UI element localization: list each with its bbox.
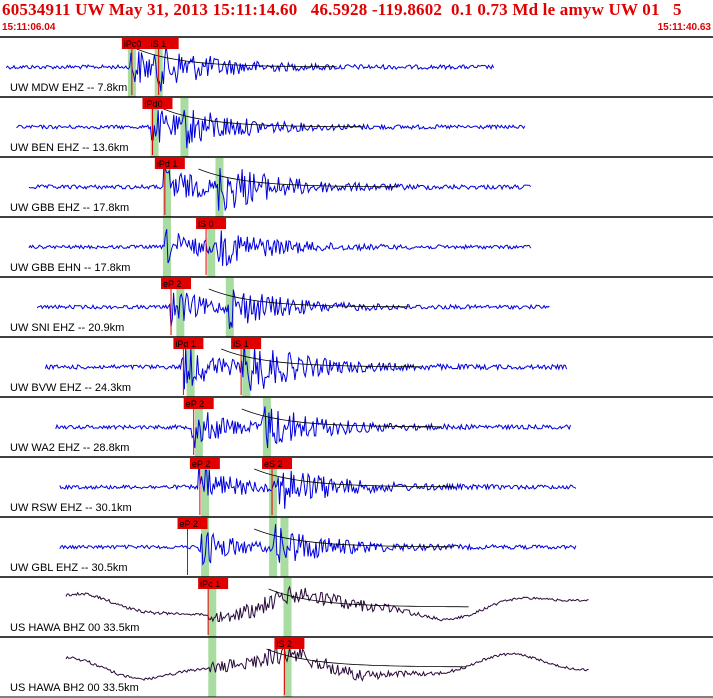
end-time-label: 15:11:40.63 xyxy=(657,22,711,33)
start-time-label: 15:11:06.04 xyxy=(2,22,56,33)
pick-label: eS 2 xyxy=(264,459,283,469)
pick-label: iPd 1 xyxy=(175,339,196,349)
pick-flag xyxy=(177,518,208,529)
trace-row: eP 2 UW GBL EHZ -- 30.5km xyxy=(0,516,713,577)
phase-window xyxy=(225,278,234,337)
pick-flag xyxy=(196,218,227,229)
trace-row: eP 2 eS 2 UW RSW EHZ -- 30.1km xyxy=(0,456,713,517)
coda-curve xyxy=(208,288,409,308)
pick-label: eP 2 xyxy=(186,399,204,409)
coda-curve xyxy=(136,48,337,68)
coda-curve xyxy=(163,108,364,128)
pick-flag xyxy=(262,458,293,469)
pick-flag xyxy=(121,38,152,49)
station-label: UW GBB EHZ -- 17.8km xyxy=(10,202,129,214)
phase-window xyxy=(269,458,278,517)
station-label: UW BVW EHZ -- 24.3km xyxy=(10,382,131,394)
station-label: US HAWA BH2 00 33.5km xyxy=(10,682,139,694)
phase-window xyxy=(283,578,292,637)
waveform xyxy=(28,163,532,212)
phase-window xyxy=(242,338,251,397)
trace-row: iPd 1 UW GBB EHZ -- 17.8km xyxy=(0,156,713,217)
coda-curve xyxy=(254,528,455,548)
pick-flag xyxy=(183,398,214,409)
phase-window xyxy=(201,458,210,517)
station-label: UW MDW EHZ -- 7.8km xyxy=(10,82,127,94)
station-label: UW GBB EHN -- 17.8km xyxy=(10,262,130,274)
pick-flag xyxy=(274,638,305,649)
pick-flag xyxy=(189,458,220,469)
phase-window xyxy=(201,518,210,577)
waveform xyxy=(65,645,589,682)
pick-label: iPd0 xyxy=(144,99,162,109)
coda-curve xyxy=(266,648,467,668)
pick-label: iS 1 xyxy=(151,39,167,49)
trace-row: eP 2 UW WA2 EHZ -- 28.8km xyxy=(0,396,713,457)
phase-window xyxy=(283,638,292,697)
pick-label: iS 0 xyxy=(198,219,214,229)
waveform xyxy=(5,44,495,92)
waveform xyxy=(44,338,568,391)
pick-label: iS 2 xyxy=(276,639,292,649)
pick-flag xyxy=(173,338,204,349)
waveform xyxy=(28,229,532,267)
phase-window xyxy=(194,398,203,457)
event-title: 60534911 UW May 31, 2013 15:11:14.60 46.… xyxy=(2,0,682,19)
waveform xyxy=(59,464,577,509)
coda-curve xyxy=(268,588,469,608)
pick-label: iPc0 xyxy=(124,39,142,49)
coda-curve xyxy=(254,468,455,488)
pick-label: eP 2 xyxy=(180,519,198,529)
pick-label: eP 2 xyxy=(163,279,181,289)
pick-flag xyxy=(198,578,229,589)
coda-curve xyxy=(241,408,442,428)
phase-window xyxy=(186,338,195,397)
phase-window xyxy=(180,98,189,157)
station-label: US HAWA BHZ 00 33.5km xyxy=(10,622,139,634)
phase-window xyxy=(280,518,289,577)
trace-row: iS 2 US HAWA BH2 00 33.5km xyxy=(0,636,713,697)
pick-flag xyxy=(142,98,173,109)
pick-flag xyxy=(154,158,185,169)
trace-row: iS 0 UW GBB EHN -- 17.8km xyxy=(0,216,713,277)
coda-curve xyxy=(221,348,422,368)
phase-window xyxy=(262,398,271,457)
pick-flag xyxy=(148,38,179,49)
station-label: UW SNI EHZ -- 20.9km xyxy=(10,322,124,334)
trace-row: iPd0 UW BEN EHZ -- 13.6km xyxy=(0,96,713,157)
trace-row: iPd 1 iS 1 UW BVW EHZ -- 24.3km xyxy=(0,336,713,397)
pick-label: iPd 1 xyxy=(157,159,178,169)
pick-label: iPc 1 xyxy=(200,579,220,589)
pick-label: iS 1 xyxy=(233,339,249,349)
waveform xyxy=(55,406,571,449)
pick-flag xyxy=(161,278,192,289)
phase-window xyxy=(208,638,217,697)
phase-window xyxy=(176,278,185,337)
trace-row: iPc0 iS 1 UW MDW EHZ -- 7.8km xyxy=(0,36,713,97)
pick-label: eP 2 xyxy=(192,459,210,469)
pick-flag xyxy=(231,338,262,349)
station-label: UW WA2 EHZ -- 28.8km xyxy=(10,442,129,454)
station-label: UW GBL EHZ -- 30.5km xyxy=(10,562,128,574)
waveform xyxy=(65,585,589,623)
phase-window xyxy=(162,158,171,217)
phase-window xyxy=(207,218,216,277)
waveform xyxy=(59,524,577,566)
waveform xyxy=(36,289,550,329)
station-label: UW BEN EHZ -- 13.6km xyxy=(10,142,129,154)
station-label: UW RSW EHZ -- 30.1km xyxy=(10,502,132,514)
phase-window xyxy=(208,578,217,637)
trace-row: iPc 1 US HAWA BHZ 00 33.5km xyxy=(0,576,713,637)
coda-curve xyxy=(198,168,399,188)
trace-row: eP 2 UW SNI EHZ -- 20.9km xyxy=(0,276,713,337)
